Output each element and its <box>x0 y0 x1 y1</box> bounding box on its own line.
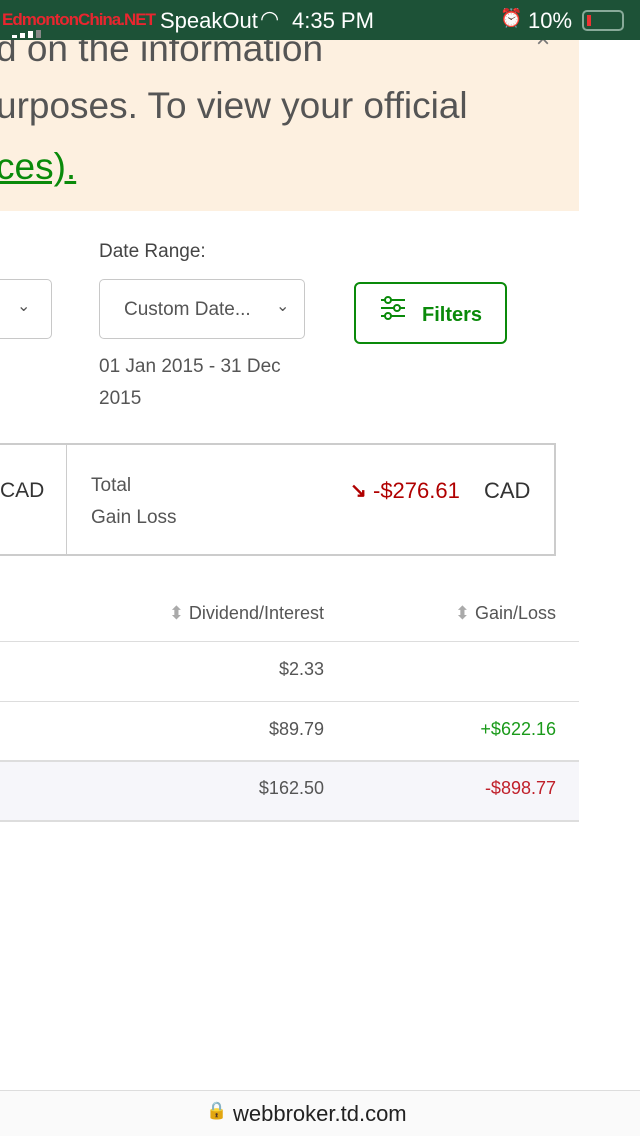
date-range-label: Date Range: <box>99 241 206 262</box>
battery-icon <box>582 10 624 31</box>
dividend-cell: $162.50 <box>258 778 324 798</box>
table-row[interactable]: $89.79 +$622.16 <box>0 702 579 762</box>
dividend-cell: $89.79 <box>268 719 324 739</box>
sort-icon: ⬍ <box>168 603 184 623</box>
filters-label: Filters <box>422 304 483 326</box>
filters-button[interactable]: Filters <box>354 282 507 344</box>
arrow-down-right-icon: ↘ <box>350 480 367 502</box>
wifi-icon: ◠ <box>260 6 280 31</box>
notice-banner: d on the information urposes. To view yo… <box>0 40 579 211</box>
total-label: Total <box>91 475 132 496</box>
url-bar[interactable]: 🔒 webbroker.td.com <box>0 1090 640 1136</box>
close-icon[interactable]: × <box>536 40 550 54</box>
sliders-icon <box>381 296 405 320</box>
sort-icon: ⬍ <box>454 603 470 623</box>
chevron-down-icon: ⌄ <box>17 298 31 315</box>
total-value: -$276.61 <box>373 478 460 503</box>
url-text: webbroker.td.com <box>233 1101 407 1126</box>
date-range-value: Custom Date... <box>124 299 251 320</box>
total-currency: CAD <box>484 478 531 503</box>
alarm-icon: ⏰ <box>500 8 523 28</box>
battery-percent: 10% <box>528 8 573 33</box>
table-header: ⬍ Dividend/Interest ⬍ Gain/Loss <box>0 582 579 642</box>
gain-cell: +$622.16 <box>480 719 556 739</box>
total-label: Gain Loss <box>91 507 177 528</box>
currency: CAD <box>0 479 45 502</box>
clock: 4:35 PM <box>292 8 374 33</box>
date-range-text: 01 Jan 2015 - 31 Dec 2015 <box>99 356 281 409</box>
column-header-dividend[interactable]: ⬍ Dividend/Interest <box>168 603 324 623</box>
banner-link[interactable]: ces). <box>0 146 77 187</box>
chevron-down-icon: ⌄ <box>276 298 290 315</box>
carrier: SpeakOut <box>160 8 258 33</box>
date-range-select[interactable]: Custom Date... ⌄ <box>99 279 305 339</box>
table-row[interactable]: $2.33 <box>0 642 579 702</box>
gain-cell: -$898.77 <box>484 778 556 798</box>
watermark: EdmontonChina.NET <box>2 10 156 29</box>
status-bar: EdmontonChina.NET SpeakOut ◠ 4:35 PM ⏰ 1… <box>0 0 640 40</box>
account-select[interactable]: ⌄ <box>0 279 52 339</box>
signal-icon <box>12 30 42 38</box>
banner-text: urposes. To view your official <box>0 85 468 126</box>
table-row[interactable]: $162.50 -$898.77 <box>0 762 579 822</box>
banner-text: d on the information <box>0 40 324 69</box>
summary-box: CAD Total Gain Loss ↘ -$276.61 CAD <box>0 443 556 556</box>
column-header-gain-loss[interactable]: ⬍ Gain/Loss <box>454 603 556 623</box>
dividend-cell: $2.33 <box>278 659 324 679</box>
lock-icon: 🔒 <box>206 1101 228 1120</box>
